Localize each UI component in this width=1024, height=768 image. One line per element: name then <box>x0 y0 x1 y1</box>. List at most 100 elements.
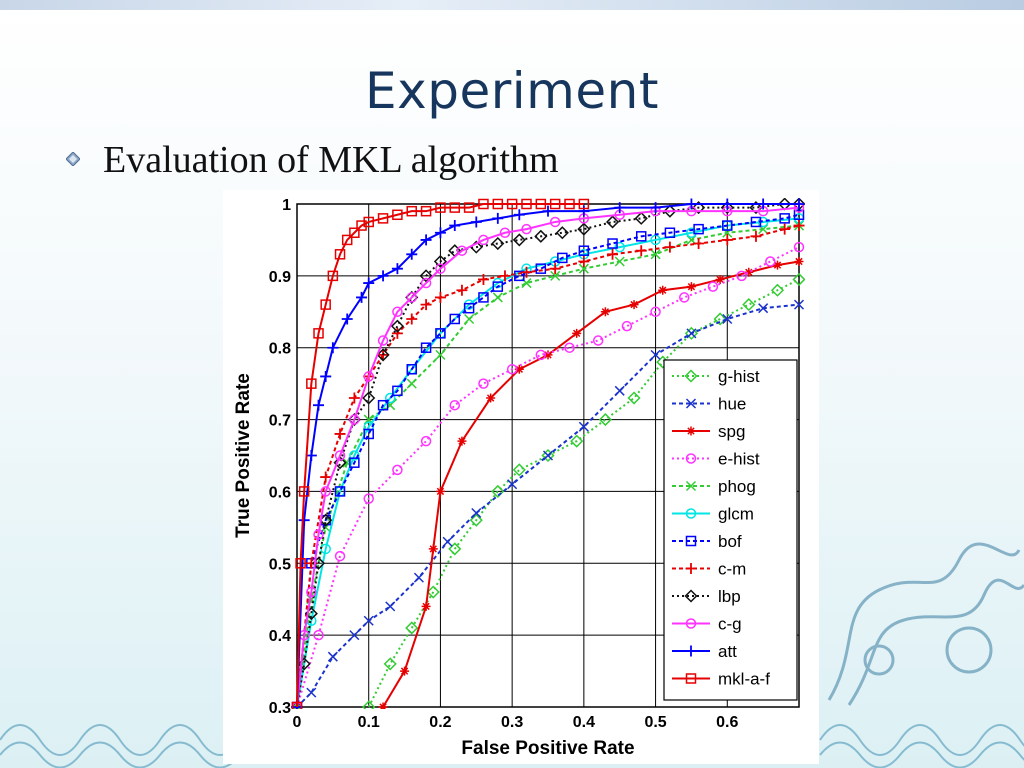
legend-marker <box>685 673 697 684</box>
data-point <box>513 209 525 221</box>
data-point <box>363 428 374 440</box>
data-point <box>614 241 625 253</box>
data-point <box>469 513 483 527</box>
legend-label: mkl-a-f <box>718 670 770 689</box>
data-point <box>456 245 468 256</box>
series-g-hist <box>362 272 805 709</box>
data-point <box>650 349 661 360</box>
series-c-m <box>291 220 805 709</box>
data-point <box>715 274 725 284</box>
legend-item: att <box>672 642 737 661</box>
data-point <box>313 629 324 641</box>
data-point <box>463 202 475 213</box>
data-point <box>420 277 432 289</box>
data-point <box>577 222 591 236</box>
data-point <box>421 601 431 611</box>
y-tick-label: 0.7 <box>269 413 291 430</box>
data-point <box>686 227 697 238</box>
data-point <box>363 615 374 626</box>
data-point <box>456 284 468 296</box>
legend-label: c-g <box>718 615 742 634</box>
data-point <box>392 385 403 397</box>
data-point <box>598 413 612 427</box>
data-point <box>535 263 547 274</box>
data-point <box>721 234 733 246</box>
data-point <box>464 313 475 325</box>
data-point <box>390 319 404 333</box>
data-point <box>449 399 461 411</box>
x-axis-label: False Positive Rate <box>461 738 634 759</box>
data-point <box>449 220 461 232</box>
x-tick-label: 0 <box>293 714 302 731</box>
data-point <box>433 254 447 269</box>
data-point <box>749 201 763 215</box>
data-point <box>549 198 561 210</box>
data-point <box>363 493 374 504</box>
legend-marker <box>686 426 696 436</box>
data-point <box>306 586 317 598</box>
legend-label: bof <box>718 532 742 551</box>
data-point <box>750 216 762 228</box>
legend-item: c-m <box>672 560 746 579</box>
y-tick-label: 0.9 <box>269 269 291 286</box>
data-point <box>477 273 489 285</box>
x-tick-label: 0.1 <box>358 714 380 731</box>
data-point <box>327 651 338 662</box>
legend-item: c-g <box>672 615 742 634</box>
data-point <box>499 270 511 282</box>
data-point <box>721 198 733 210</box>
data-point <box>564 198 575 210</box>
data-point <box>736 270 747 282</box>
legend-marker <box>685 563 697 574</box>
y-tick-label: 0.3 <box>269 700 291 717</box>
data-point <box>405 621 419 635</box>
y-tick-label: 0.5 <box>269 556 291 573</box>
y-tick-label: 0.4 <box>269 628 291 645</box>
legend: g-hist hue spg e-hist phog glcm bof c-m lbp c-g at… <box>663 359 798 701</box>
data-point <box>686 328 697 339</box>
data-point <box>693 238 705 250</box>
data-point <box>435 263 446 274</box>
data-point <box>614 202 626 214</box>
data-point <box>463 302 475 314</box>
data-point <box>635 245 647 257</box>
data-point <box>663 204 677 218</box>
data-point <box>634 211 648 225</box>
data-point <box>707 281 719 292</box>
series-mkl-a-f <box>291 198 590 709</box>
data-point <box>758 303 769 314</box>
data-point <box>457 436 467 446</box>
legend-marker <box>684 369 698 383</box>
data-point <box>349 630 360 641</box>
legend-item: bof <box>672 532 742 551</box>
slide-title: Experiment <box>365 62 659 120</box>
data-point <box>757 198 769 210</box>
data-point <box>362 700 376 709</box>
data-point <box>377 213 389 224</box>
data-point <box>605 215 620 229</box>
legend-box <box>663 359 798 701</box>
data-point <box>385 601 396 612</box>
data-point <box>578 421 589 432</box>
data-point <box>320 486 331 497</box>
legend-label: hue <box>718 395 746 414</box>
data-point <box>334 550 346 562</box>
data-point <box>506 364 518 375</box>
data-point <box>779 223 791 235</box>
legend-marker <box>685 618 697 629</box>
data-point <box>384 392 396 404</box>
x-tick-label: 0.5 <box>644 714 666 731</box>
legend-label: att <box>718 642 737 661</box>
legend-marker <box>685 508 697 519</box>
data-point <box>506 198 518 210</box>
data-point <box>478 234 489 246</box>
data-point <box>298 514 310 526</box>
data-point <box>512 233 526 247</box>
data-point <box>614 385 625 396</box>
data-point <box>512 463 526 477</box>
data-point <box>650 306 661 318</box>
data-point <box>658 285 668 295</box>
series-spg <box>378 256 804 709</box>
data-point <box>650 249 661 260</box>
data-point <box>713 312 727 326</box>
